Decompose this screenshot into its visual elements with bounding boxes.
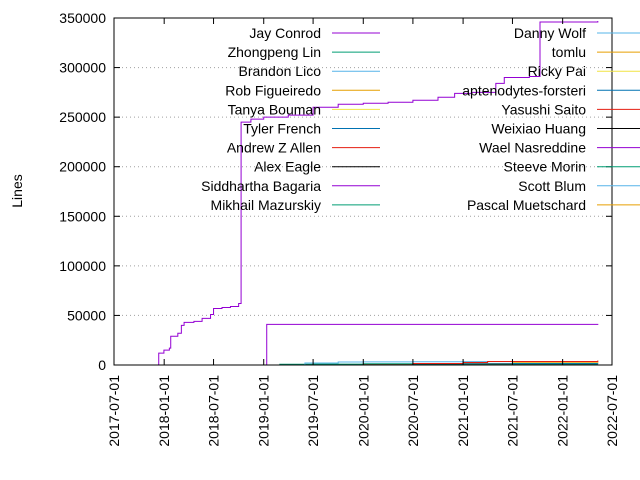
legend-label: Rob Figueiredo [225,82,321,98]
y-tick-label: 150000 [59,208,106,224]
legend-item: Tyler French [243,121,380,137]
legend-item: Scott Blum [518,178,640,194]
x-tick-label: 2022-01-01 [555,375,571,447]
legend-item: Ricky Pai [528,63,640,79]
y-tick-label: 0 [98,357,106,373]
legend-label: Danny Wolf [514,25,586,41]
legend-label: Zhongpeng Lin [228,44,321,60]
x-tick-label: 2018-07-01 [206,375,222,447]
x-tick-label: 2022-07-01 [604,375,620,447]
legend-item: Andrew Z Allen [227,140,380,156]
legend-item: Danny Wolf [514,25,640,41]
legend-item: aptenodytes-forsteri [462,82,640,98]
series-line-8 [266,323,599,366]
legend-item: Alex Eagle [254,159,380,175]
legend-label: Yasushi Saito [501,101,586,117]
legend-label: Wael Nasreddine [479,140,586,156]
y-tick-label: 300000 [59,60,106,76]
x-tick-label: 2017-07-01 [106,375,122,447]
legend-label: Pascal Muetschard [467,197,586,213]
legend-label: Alex Eagle [254,159,321,175]
y-axis-ticks: 0 50000 100000 150000 200000 250000 300000 3500… [59,10,612,373]
legend-label: Steeve Morin [504,159,586,175]
x-tick-label: 2018-01-01 [156,375,172,447]
legend-label: Brandon Lico [238,63,321,79]
legend-item: Tanya Bouman [228,101,380,117]
y-tick-label: 50000 [67,307,106,323]
legend-label: Tyler French [243,121,321,137]
legend-label: Ricky Pai [528,63,586,79]
y-tick-label: 200000 [59,159,106,175]
legend-item: Rob Figueiredo [225,82,380,98]
legend-item: Wael Nasreddine [479,140,640,156]
legend-item: Pascal Muetschard [467,197,640,213]
legend-label: Jay Conrod [249,25,321,41]
legend-label: Tanya Bouman [228,101,321,117]
legend: Jay Conrod Zhongpeng Lin Brandon Lico Rob F… [201,25,640,213]
legend-label: aptenodytes-forsteri [462,82,586,98]
series-line-0 [158,20,599,366]
legend-item: Mikhail Mazurskiy [211,197,380,213]
x-tick-label: 2020-07-01 [405,375,421,447]
y-axis-title: Lines [9,174,25,207]
x-tick-label: 2020-01-01 [355,375,371,447]
x-tick-label: 2021-07-01 [504,375,520,447]
x-tick-label: 2019-01-01 [256,375,272,447]
x-axis-ticks: 2017-07-01 2018-01-01 2018-07-01 2019-01-01… [106,18,620,447]
y-tick-label: 100000 [59,258,106,274]
x-tick-label: 2019-07-01 [305,375,321,447]
y-tick-label: 350000 [59,10,106,26]
y-tick-label: 250000 [59,109,106,125]
legend-item: tomlu [552,44,640,60]
legend-item: Steeve Morin [504,159,640,175]
legend-item: Siddhartha Bagaria [201,178,380,194]
legend-label: Mikhail Mazurskiy [211,197,321,213]
legend-item: Zhongpeng Lin [228,44,380,60]
legend-label: Andrew Z Allen [227,140,321,156]
legend-item: Yasushi Saito [501,101,640,117]
legend-label: Siddhartha Bagaria [201,178,321,194]
x-tick-label: 2021-01-01 [455,375,471,447]
legend-item: Brandon Lico [238,63,380,79]
legend-label: tomlu [552,44,586,60]
legend-label: Weixiao Huang [491,121,586,137]
legend-label: Scott Blum [518,178,586,194]
legend-item: Weixiao Huang [491,121,640,137]
legend-item: Jay Conrod [249,25,380,41]
